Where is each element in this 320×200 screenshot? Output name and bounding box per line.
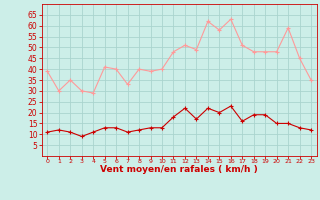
X-axis label: Vent moyen/en rafales ( km/h ): Vent moyen/en rafales ( km/h ) bbox=[100, 165, 258, 174]
